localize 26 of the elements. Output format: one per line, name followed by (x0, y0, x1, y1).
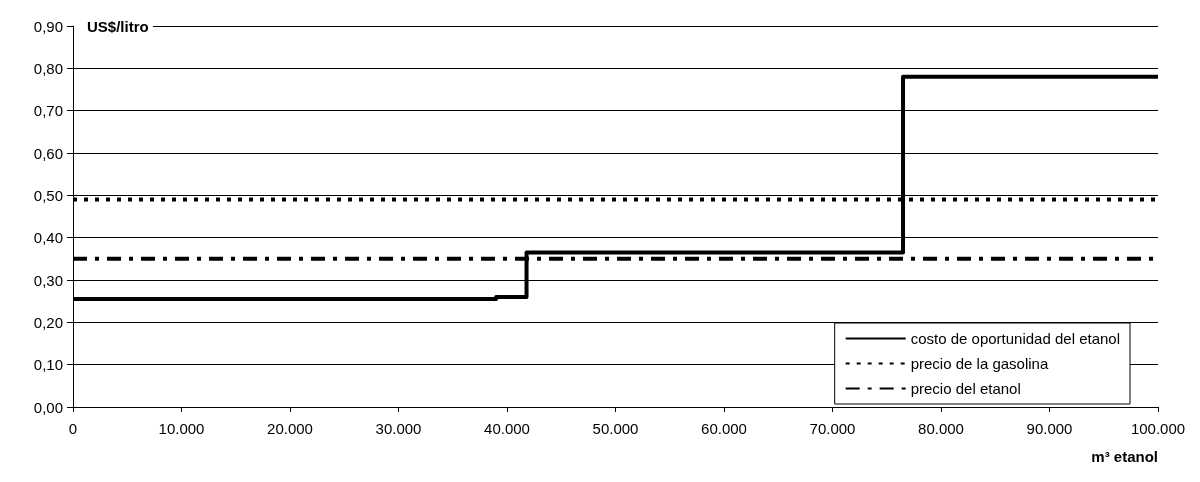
y-tick-label: 0,40 (33, 229, 63, 247)
x-tick-label: 70.000 (809, 420, 856, 437)
y-tick-label: 0,20 (33, 313, 63, 331)
x-tick-label: 60.000 (701, 420, 747, 437)
legend-label: precio de la gasolina (910, 355, 1049, 372)
x-tick-label: 80.000 (918, 420, 964, 437)
legend-label: costo de oportunidad del etanol (910, 330, 1120, 347)
x-tick-label: 40.000 (484, 420, 530, 437)
y-tick-label: 0,70 (33, 102, 63, 120)
x-tick-label: 50.000 (592, 420, 639, 437)
x-tick-label: 10.000 (158, 420, 205, 437)
x-tick-label: 20.000 (267, 420, 313, 437)
y-tick-label: 0,80 (33, 59, 63, 77)
y-tick-label: 0,10 (33, 356, 63, 374)
x-axis-title: m³ etanol (1091, 448, 1158, 465)
x-tick-label: 100.000 (1130, 420, 1186, 437)
y-tick-label: 0,50 (33, 186, 63, 204)
y-tick-label: 0,00 (33, 398, 63, 416)
legend-label: precio del etanol (910, 380, 1021, 397)
x-tick-label: 30.000 (375, 420, 422, 437)
y-tick-label: 0,30 (33, 271, 63, 289)
y-axis-title: US$/litro (87, 17, 149, 35)
y-tick-label: 0,60 (33, 144, 63, 162)
y-tick-label: 0,90 (33, 17, 63, 35)
x-tick-label: 0 (68, 420, 78, 437)
x-tick-label: 90.000 (1026, 420, 1073, 437)
